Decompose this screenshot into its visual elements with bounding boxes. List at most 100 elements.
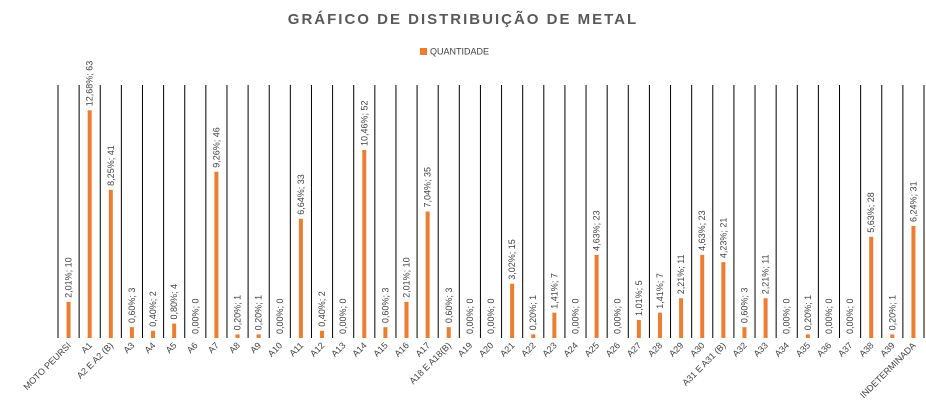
x-tick-label: A5 [164,340,179,355]
bar [890,334,895,338]
data-label: 10,46%; 52 [359,101,369,147]
data-label: 0,20%; 1 [254,295,264,331]
x-tick-label: A9 [248,340,263,355]
bar [446,327,451,338]
x-tick-label: A27 [625,340,643,358]
data-label: 1,01%; 5 [634,280,644,316]
bar [404,301,409,338]
data-label: 1,41%; 7 [549,273,559,309]
x-tick-label: A3 [121,340,136,355]
legend-label: QUANTIDADE [430,47,489,57]
bar [172,323,177,338]
x-tick-label: A10 [266,340,284,358]
bar [657,312,662,338]
data-label: 12,68%; 63 [85,61,95,107]
bar [151,330,156,338]
data-label: 0,00%; 0 [338,298,348,334]
data-label: 0,60%; 3 [444,288,454,324]
bar [911,225,916,338]
bar [129,327,134,338]
x-tick-label: A37 [836,340,854,358]
x-tick-label: A1 [79,340,94,355]
x-tick-label: A4 [143,340,158,355]
bar [362,150,367,338]
data-label: 0,20%; 1 [528,295,538,331]
data-label: 0,80%; 4 [169,284,179,320]
x-tick-label: A19 [456,340,474,358]
data-label: 0,00%; 0 [570,298,580,334]
x-tick-label: A8 [227,340,242,355]
data-label: 0,00%; 0 [613,298,623,334]
bar [721,262,726,338]
data-label: 4,63%; 23 [697,210,707,251]
bar [256,334,261,338]
data-label: 0,00%; 0 [486,298,496,334]
data-label: 0,00%; 0 [845,298,855,334]
x-tick-label: A6 [185,340,200,355]
x-tick-label: A33 [752,340,770,358]
bar [869,236,874,338]
x-tick-label: A21 [498,340,516,358]
x-tick-label: A24 [562,340,580,358]
bar [320,330,325,338]
data-label: 4,23%; 21 [718,218,728,259]
data-label: 5,63%; 28 [866,192,876,233]
bar [531,334,536,338]
bar [510,283,515,338]
x-tick-label: A38 [857,340,875,358]
x-tick-label: A36 [815,340,833,358]
bar [594,254,599,338]
x-tick-label: A12 [308,340,326,358]
bar [383,327,388,338]
data-label: 0,60%; 3 [739,288,749,324]
data-label: 0,20%; 1 [887,295,897,331]
x-tick-label: A15 [371,340,389,358]
data-label: 0,00%; 0 [275,298,285,334]
bar [214,171,219,338]
data-label: 6,64%; 33 [296,174,306,215]
x-tick-label: A7 [206,340,221,355]
data-label: 2,01%; 10 [64,257,74,298]
data-label: 0,20%; 1 [233,295,243,331]
data-label: 8,25%; 41 [106,145,116,186]
data-label: 0,00%; 0 [465,298,475,334]
x-tick-label: A11 [287,340,305,358]
data-label: 3,02%; 15 [507,239,517,280]
x-tick-label: A20 [477,340,495,358]
x-tick-label: A34 [773,340,791,358]
x-tick-label: A13 [329,340,347,358]
bar [425,211,430,338]
data-label: 0,40%; 2 [317,291,327,327]
data-label: 0,20%; 1 [803,295,813,331]
data-label: 6,24%; 31 [908,181,918,222]
data-label: 2,21%; 11 [761,254,771,294]
x-tick-label: A32 [730,340,748,358]
bar [636,319,641,338]
x-tick-label: A25 [583,340,601,358]
x-tick-label: A16 [393,340,411,358]
x-tick-label: MOTO PEURSI [21,340,73,392]
bar [87,110,92,338]
bar [763,298,768,338]
data-label: 2,21%; 11 [676,254,686,294]
data-label: 0,00%; 0 [824,298,834,334]
bar [700,254,705,338]
data-label: 0,60%; 3 [127,288,137,324]
bar [66,301,71,338]
bar [742,327,747,338]
chart-title: GRÁFICO DE DISTRIBUIÇÃO DE METAL [288,10,638,28]
bar [235,334,240,338]
x-tick-label: A28 [646,340,664,358]
bar [805,334,810,338]
data-label: 0,60%; 3 [380,288,390,324]
data-label: 2,01%; 10 [402,257,412,298]
data-label: 4,63%; 23 [592,210,602,251]
data-label: 1,41%; 7 [655,273,665,309]
data-label: 0,00%; 0 [782,298,792,334]
data-label: 0,40%; 2 [148,291,158,327]
bar [679,298,684,338]
legend-swatch [420,48,427,55]
x-tick-label: A26 [604,340,622,358]
x-tick-label: A14 [350,340,368,358]
x-tick-label: A29 [667,340,685,358]
